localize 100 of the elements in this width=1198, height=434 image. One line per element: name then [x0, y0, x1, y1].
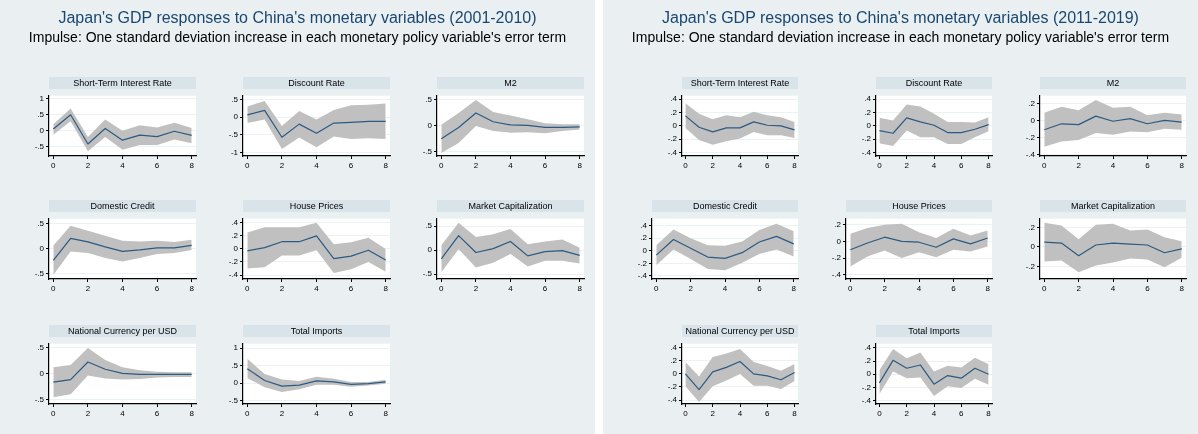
y-tick-label: -.5 — [422, 269, 433, 279]
x-tick-label: 0 — [439, 161, 445, 170]
chart-title: Discount Rate — [243, 77, 390, 89]
x-tick-label: 0 — [1042, 161, 1048, 170]
x-tick-label: 8 — [383, 284, 389, 293]
x-tick-label: 0 — [683, 161, 689, 170]
y-tick-label: 0 — [427, 121, 433, 131]
x-tick-label: 2 — [904, 161, 910, 170]
x-tick-label: 4 — [737, 409, 743, 418]
y-tick-label: -.4 — [831, 270, 842, 280]
chart-title: Total Imports — [243, 325, 390, 337]
y-tick-label: .5 — [231, 360, 239, 370]
x-tick-label: 4 — [508, 284, 514, 293]
x-tick-label: 8 — [189, 284, 195, 293]
x-tick-label: 8 — [792, 161, 798, 170]
y-tick-label: .2 — [1028, 98, 1036, 108]
x-tick-label: 8 — [189, 409, 195, 418]
x-tick-label: 8 — [1179, 161, 1185, 170]
x-tick-label: 4 — [314, 409, 320, 418]
x-tick-label: 6 — [959, 161, 965, 170]
x-tick-label: 4 — [1110, 284, 1116, 293]
text: Impulse: One standard deviation increase in each monetary policy variable's error term — [630, 28, 1171, 46]
x-tick-label: 0 — [51, 284, 57, 293]
y-tick-label: .2 — [670, 107, 678, 117]
x-tick-label: 8 — [383, 161, 389, 170]
x-tick-label: 0 — [1042, 284, 1048, 293]
x-tick-label: 6 — [765, 161, 771, 170]
y-tick-label: -.5 — [34, 269, 45, 279]
text: Japan's GDP responses to China's monetary variables (2001-2010) — [57, 8, 538, 28]
y-tick-label: .4 — [640, 220, 648, 230]
x-tick-label: 6 — [951, 284, 957, 293]
y-tick-label: -.2 — [667, 382, 678, 392]
x-tick-label: 0 — [51, 409, 57, 418]
x-tick-label: 2 — [85, 409, 91, 418]
y-tick-label: .4 — [864, 342, 872, 352]
x-tick-label: 6 — [154, 284, 160, 293]
y-tick-label: 0 — [672, 121, 678, 131]
x-tick-label: 6 — [154, 409, 160, 418]
x-tick-label: 4 — [931, 161, 937, 170]
y-tick-label: -.5 — [34, 395, 45, 405]
y-tick-label: .5 — [37, 219, 45, 229]
x-tick-label: 4 — [931, 409, 937, 418]
x-tick-label: 2 — [688, 284, 694, 293]
y-tick-label: .5 — [37, 343, 45, 353]
x-tick-label: 0 — [51, 161, 57, 170]
y-tick-label: .5 — [425, 221, 433, 231]
chart-title: Domestic Credit — [49, 200, 196, 212]
x-tick-label: 6 — [1145, 284, 1151, 293]
x-tick-label: 2 — [279, 409, 285, 418]
y-tick-label: .5 — [231, 94, 239, 104]
x-tick-label: 6 — [1145, 161, 1151, 170]
y-tick-label: 0 — [866, 121, 872, 131]
x-tick-label: 2 — [85, 161, 91, 170]
y-tick-label: 1 — [233, 343, 239, 353]
y-tick-label: -.2 — [861, 134, 872, 144]
x-tick-label: 2 — [710, 161, 716, 170]
y-tick-label: -1 — [230, 147, 239, 157]
x-tick-label: 6 — [348, 284, 354, 293]
y-tick-label: -.4 — [667, 395, 678, 405]
x-tick-label: 2 — [904, 409, 910, 418]
y-tick-label: 0 — [233, 112, 239, 122]
x-tick-label: 8 — [189, 161, 195, 170]
chart-title: National Currency per USD — [49, 325, 196, 337]
y-tick-label: .2 — [640, 233, 648, 243]
x-tick-label: 4 — [120, 161, 126, 170]
y-tick-label: 0 — [233, 244, 239, 254]
y-tick-label: 0 — [39, 244, 45, 254]
x-tick-label: 4 — [737, 161, 743, 170]
x-tick-label: 0 — [245, 409, 251, 418]
y-tick-label: 0 — [427, 245, 433, 255]
y-tick-label: -.4 — [1025, 149, 1036, 159]
y-tick-label: 0 — [39, 125, 45, 135]
chart-title: House Prices — [243, 200, 390, 212]
y-tick-label: .2 — [670, 356, 678, 366]
y-tick-label: -.4 — [637, 271, 648, 281]
y-tick-label: .2 — [1028, 222, 1036, 232]
y-tick-label: .2 — [864, 107, 872, 117]
y-tick-label: .4 — [864, 94, 872, 104]
y-tick-label: -.5 — [228, 395, 239, 405]
x-tick-label: 2 — [473, 161, 479, 170]
x-tick-label: 0 — [848, 284, 854, 293]
chart-title: Short-Term Interest Rate — [682, 77, 798, 89]
y-tick-label: .5 — [425, 95, 433, 105]
y-tick-label: -.5 — [34, 141, 45, 151]
x-tick-label: 2 — [882, 284, 888, 293]
y-tick-label: .2 — [231, 231, 239, 241]
chart-title: Discount Rate — [876, 77, 992, 89]
y-tick-label: 0 — [1030, 242, 1036, 252]
x-tick-label: 4 — [120, 284, 126, 293]
chart-title: House Prices — [846, 200, 992, 212]
x-tick-label: 6 — [765, 409, 771, 418]
x-tick-label: 4 — [722, 284, 728, 293]
y-tick-label: .4 — [670, 342, 678, 352]
x-tick-label: 8 — [986, 409, 992, 418]
chart-title: Domestic Credit — [652, 200, 798, 212]
x-tick-label: 8 — [383, 409, 389, 418]
chart-title: M2 — [1040, 77, 1186, 89]
x-tick-label: 8 — [792, 409, 798, 418]
chart-title: Market Capitalization — [1040, 200, 1186, 212]
x-tick-label: 4 — [120, 409, 126, 418]
